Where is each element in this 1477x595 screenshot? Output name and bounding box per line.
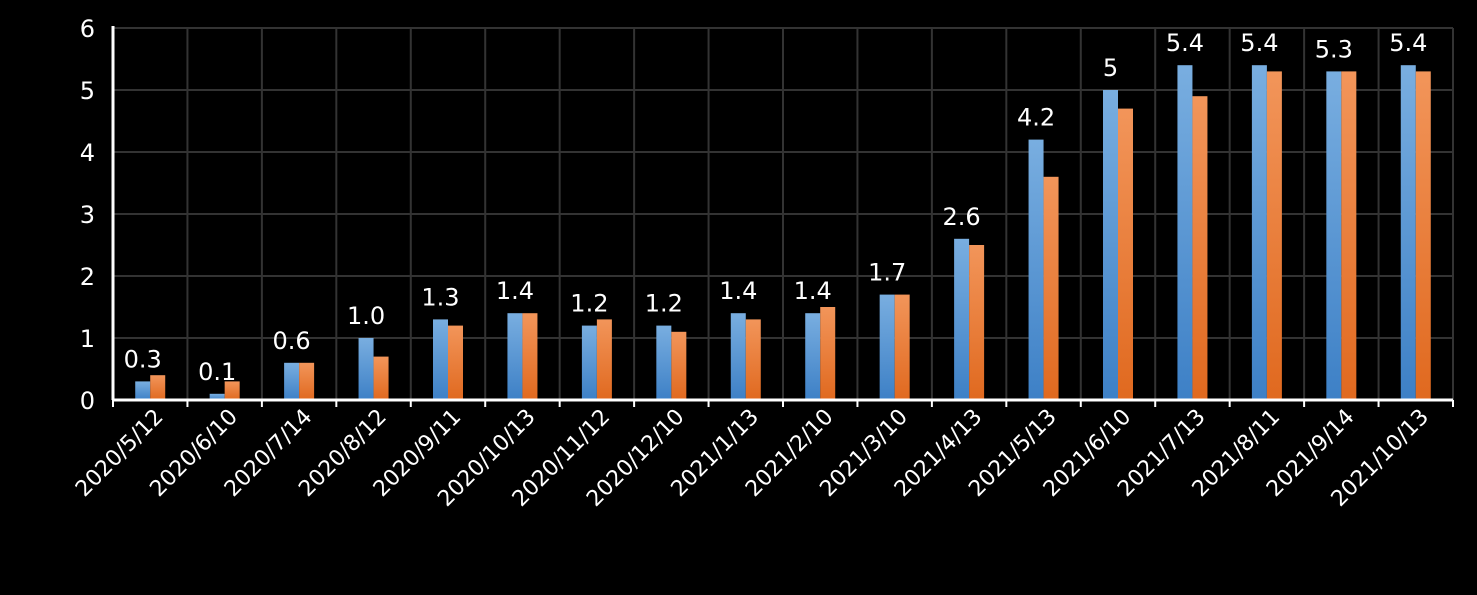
- data-label: 5.3: [1315, 35, 1353, 63]
- data-label: 1.2: [570, 290, 608, 318]
- bar-series2-2021-8-11: [1266, 71, 1282, 401]
- bar-series1-2020-9-11: [433, 319, 448, 400]
- bar-series1-2020-8-12: [358, 338, 374, 400]
- data-label: 5.4: [1389, 29, 1427, 57]
- y-tick-label: 1: [80, 325, 95, 353]
- y-tick-label: 5: [80, 77, 95, 105]
- data-label: 5: [1103, 54, 1118, 82]
- bar-series1-2021-3-10: [879, 294, 895, 400]
- bar-series2-2020-8-12: [373, 356, 389, 400]
- bar-series1-2020-6-10: [209, 393, 225, 400]
- bar-series1-2021-7-13: [1177, 65, 1193, 400]
- bar-series2-2020-12-10: [671, 331, 687, 400]
- data-label: 1.4: [496, 277, 534, 305]
- data-label: 0.6: [273, 327, 311, 355]
- bar-series2-2021-7-13: [1192, 96, 1208, 400]
- data-label: 1.3: [421, 283, 459, 311]
- bar-series1-2021-1-13: [730, 313, 746, 400]
- data-label: 1.2: [645, 290, 683, 318]
- gridlines: [113, 27, 1454, 400]
- data-label: 5.4: [1240, 29, 1278, 57]
- y-tick-label: 2: [80, 263, 95, 291]
- bar-series1-2020-11-12: [581, 325, 597, 400]
- bar-series2-2021-10-13: [1415, 71, 1431, 401]
- data-label: 4.2: [1017, 104, 1055, 132]
- data-label: 1.4: [719, 277, 757, 305]
- y-tick-label: 4: [80, 139, 95, 167]
- bar-series1-2020-10-13: [507, 313, 523, 400]
- data-label: 1.7: [868, 259, 906, 287]
- bar-series1-2021-9-14: [1326, 71, 1342, 401]
- data-label: 0.1: [198, 358, 236, 386]
- bar-series2-2021-4-13: [969, 245, 985, 400]
- bar-series1-2020-5-12: [135, 381, 151, 400]
- bar-series1-2021-5-13: [1028, 139, 1044, 400]
- bar-series1-2021-10-13: [1400, 65, 1416, 400]
- bar-series1-2021-4-13: [954, 238, 970, 400]
- data-label: 0.3: [124, 345, 162, 373]
- bar-series2-2020-6-10: [224, 381, 240, 400]
- bar-series2-2021-5-13: [1043, 176, 1059, 400]
- bar-series2-2020-9-11: [448, 325, 463, 400]
- bar-series1-2021-2-10: [805, 313, 821, 400]
- bar-series2-2021-2-10: [820, 307, 836, 400]
- data-label: 1.0: [347, 302, 385, 330]
- bar-series1-2020-12-10: [656, 325, 672, 400]
- axes: [111, 26, 1454, 407]
- bar-series2-2020-10-13: [522, 313, 538, 400]
- bar-series2-2021-6-10: [1118, 108, 1133, 400]
- y-tick-label: 0: [80, 387, 95, 415]
- data-label: 1.4: [794, 277, 832, 305]
- bars: [135, 65, 1431, 401]
- bar-series1-2021-6-10: [1103, 90, 1118, 400]
- bar-series2-2020-5-12: [150, 375, 166, 400]
- bar-series2-2021-3-10: [894, 294, 910, 400]
- data-label: 2.6: [943, 203, 981, 231]
- data-label: 5.4: [1166, 29, 1204, 57]
- bar-series2-2020-11-12: [596, 319, 612, 400]
- bar-series2-2021-1-13: [745, 319, 761, 400]
- bar-series2-2021-9-14: [1341, 71, 1357, 401]
- y-tick-label: 3: [80, 201, 95, 229]
- bar-series1-2020-7-14: [284, 362, 300, 400]
- bar-series2-2020-7-14: [299, 362, 315, 400]
- y-tick-label: 6: [80, 15, 95, 43]
- bar-series1-2021-8-11: [1251, 65, 1267, 400]
